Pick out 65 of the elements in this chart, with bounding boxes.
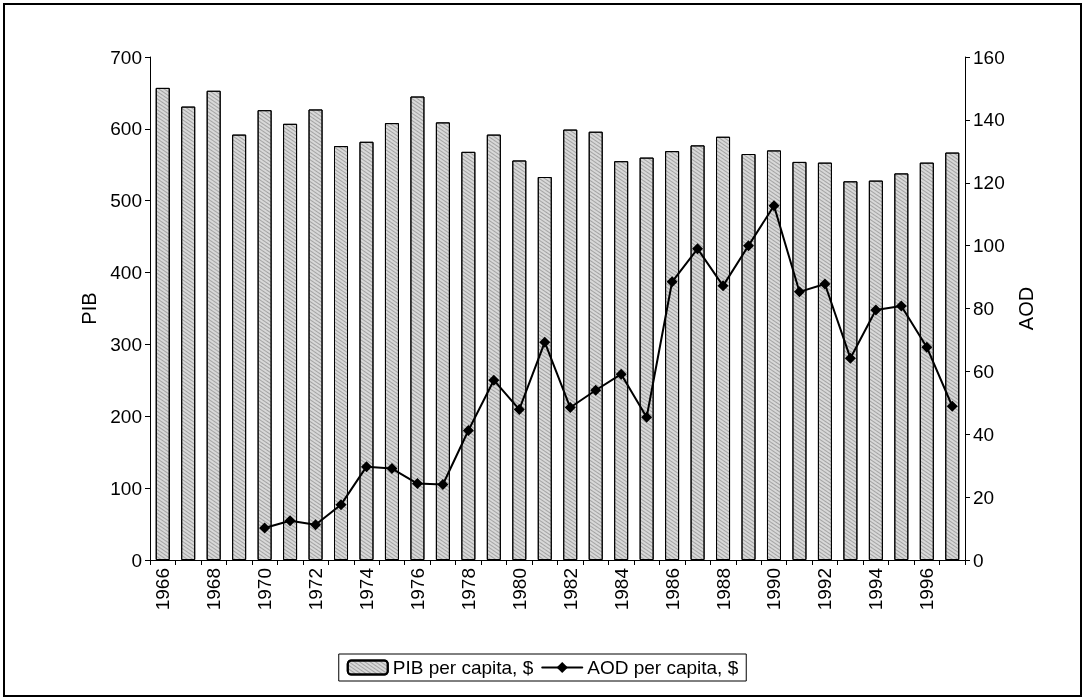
- point: [360, 461, 372, 473]
- point: [743, 240, 755, 252]
- legend-label: PIB per capita, $: [392, 657, 534, 678]
- point: [666, 276, 678, 288]
- y-tick-label: 400: [110, 262, 142, 284]
- point: [513, 403, 525, 415]
- y2-tick-label: 40: [973, 423, 995, 445]
- y2-tick-label: 0: [973, 549, 984, 571]
- point: [488, 374, 500, 386]
- point: [641, 411, 653, 423]
- x-tick-label: 1996: [916, 568, 938, 611]
- y-tick-label: 200: [110, 405, 142, 427]
- y-tick-label: 100: [110, 477, 142, 499]
- point: [870, 304, 882, 316]
- point: [335, 499, 347, 511]
- point: [946, 400, 958, 412]
- y2-tick-label: 100: [973, 235, 1005, 257]
- x-tick-label: 1966: [152, 568, 174, 611]
- x-tick-label: 1980: [508, 568, 530, 611]
- x-tick-label: 1988: [712, 568, 734, 611]
- x-tick-label: 1978: [457, 568, 479, 611]
- point: [411, 478, 423, 490]
- y2-axis-title: AOD: [1014, 286, 1037, 331]
- y2-tick-label: 20: [973, 486, 995, 508]
- y-axis-title: PIB: [78, 292, 101, 325]
- point: [844, 352, 856, 364]
- point: [717, 280, 729, 292]
- point: [284, 515, 296, 527]
- point: [462, 424, 474, 436]
- point: [768, 200, 780, 212]
- point: [564, 402, 576, 414]
- y2-tick-label: 160: [973, 46, 1005, 68]
- x-tick-label: 1986: [661, 568, 683, 611]
- x-tick-label: 1992: [814, 568, 836, 611]
- y-tick-label: 300: [110, 333, 142, 355]
- point: [793, 286, 805, 298]
- y-tick-label: 600: [110, 118, 142, 140]
- point: [895, 300, 907, 312]
- point: [539, 336, 551, 348]
- x-tick-label: 1994: [865, 567, 887, 611]
- x-tick-label: 1970: [254, 568, 276, 611]
- point: [259, 522, 271, 534]
- point: [590, 384, 602, 396]
- x-tick-label: 1972: [305, 568, 327, 611]
- x-tick-label: 1982: [559, 568, 581, 611]
- point: [437, 479, 449, 491]
- point: [692, 243, 704, 255]
- point: [386, 463, 398, 475]
- y-tick-label: 700: [110, 46, 142, 68]
- point: [310, 519, 322, 531]
- legend-label: AOD per capita, $: [587, 657, 739, 678]
- point: [921, 341, 933, 353]
- point: [615, 368, 627, 380]
- x-tick-label: 1976: [406, 568, 428, 611]
- y-tick-label: 500: [110, 190, 142, 212]
- y2-tick-label: 80: [973, 298, 995, 319]
- x-tick-label: 1968: [203, 568, 225, 611]
- point: [819, 278, 831, 290]
- y2-tick-label: 60: [973, 360, 995, 382]
- y2-tick-label: 120: [973, 172, 1005, 194]
- y-tick-label: 0: [131, 549, 142, 571]
- x-tick-label: 1990: [763, 568, 785, 611]
- y2-tick-label: 140: [973, 109, 1005, 131]
- x-tick-label: 1984: [610, 567, 632, 611]
- x-tick-label: 1974: [355, 567, 377, 611]
